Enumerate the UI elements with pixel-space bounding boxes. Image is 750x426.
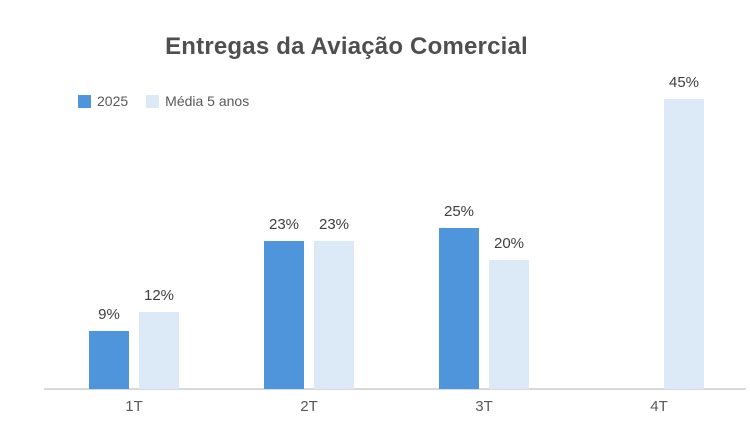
data-label-2025-2t: 23% xyxy=(268,216,300,233)
x-axis-label-3t: 3T xyxy=(475,398,493,415)
legend-label-2025: 2025 xyxy=(97,93,129,109)
legend: 2025 Média 5 anos xyxy=(78,93,249,109)
legend-label-media-5-anos: Média 5 anos xyxy=(165,93,250,109)
bar-média-5-anos-4t xyxy=(664,99,704,389)
data-label-média-5-anos-3t: 20% xyxy=(493,235,525,252)
bar-2025-3t xyxy=(439,228,479,389)
bar-média-5-anos-3t xyxy=(489,260,529,389)
x-axis-label-2t: 2T xyxy=(300,398,318,415)
data-label-2025-3t: 25% xyxy=(443,203,475,220)
data-label-média-5-anos-1t: 12% xyxy=(143,287,175,304)
bar-média-5-anos-1t xyxy=(139,312,179,389)
legend-swatch-2025 xyxy=(78,94,91,108)
data-label-média-5-anos-4t: 45% xyxy=(668,74,700,91)
bar-2025-2t xyxy=(264,241,304,389)
bar-2025-1t xyxy=(89,331,129,389)
legend-item-media-5-anos: Média 5 anos xyxy=(146,93,249,109)
x-axis-label-4t: 4T xyxy=(650,398,668,415)
legend-swatch-media-5-anos xyxy=(146,94,160,108)
x-axis-label-1t: 1T xyxy=(125,398,143,415)
data-label-média-5-anos-2t: 23% xyxy=(318,216,350,233)
chart-title: Entregas da Aviação Comercial xyxy=(165,33,528,60)
bar-média-5-anos-2t xyxy=(314,241,354,389)
data-label-2025-1t: 9% xyxy=(98,306,120,323)
legend-item-2025: 2025 xyxy=(78,93,128,109)
x-axis-line xyxy=(44,388,746,390)
